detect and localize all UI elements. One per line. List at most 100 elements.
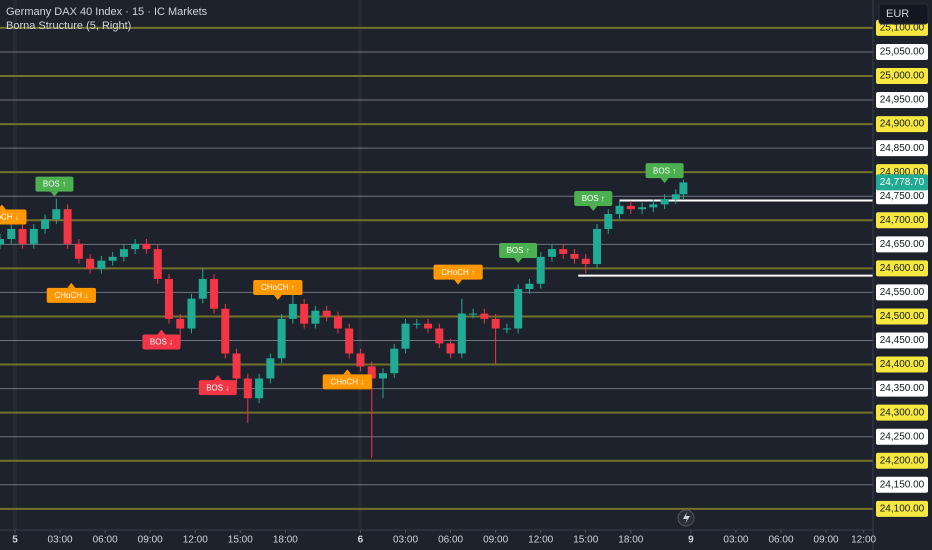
y-tick-label: 24,550.00 <box>880 287 925 298</box>
structure-label-pointer <box>343 369 352 375</box>
candle-body <box>86 258 95 269</box>
structure-label-pointer <box>514 258 523 263</box>
candle-body <box>502 328 511 330</box>
candle-body <box>131 243 140 250</box>
y-tick-box <box>876 332 928 349</box>
x-tick-label: 15:00 <box>228 535 253 546</box>
candle-body <box>660 199 669 205</box>
structure-label-box <box>142 334 181 350</box>
replay-icon-glyph <box>683 512 690 524</box>
candle-body <box>97 260 106 269</box>
structure-label-box <box>433 264 483 280</box>
candle-body <box>514 289 523 329</box>
candle-body <box>356 353 365 367</box>
candle-body <box>547 249 556 257</box>
candle-body <box>345 328 354 354</box>
structure-label: CHoCH ↑ <box>261 283 295 292</box>
structure-label: CHoCH ↑ <box>441 268 475 277</box>
plot: CHoCH ↓ BOS ↑ CHoCH ↓ BOS ↓ BOS ↓ CHoCH ↑ CHoC… <box>0 163 873 458</box>
structure-label-pointer <box>0 204 6 210</box>
y-tick-label: 24,950.00 <box>880 95 925 106</box>
candle-body <box>525 283 534 290</box>
candle-body <box>221 308 230 354</box>
y-tick-box <box>876 67 928 84</box>
structure-label: BOS ↑ <box>507 246 530 255</box>
structure-label-box <box>253 280 303 296</box>
last-price-box <box>876 174 928 191</box>
candle-body <box>41 219 50 229</box>
candle-body <box>187 298 196 329</box>
candle-body <box>7 228 16 240</box>
candle-body <box>469 313 478 315</box>
y-tick-box <box>876 356 928 373</box>
y-tick-label: 24,850.00 <box>880 143 925 154</box>
y-tick-label: 24,450.00 <box>880 335 925 346</box>
candle-body <box>333 316 342 329</box>
y-tick-box <box>876 476 928 493</box>
structure-label: BOS ↑ <box>43 180 66 189</box>
candle-body <box>255 378 264 399</box>
y-tick-label: 24,800.00 <box>880 167 925 178</box>
y-tick-box <box>876 452 928 469</box>
y-tick-box <box>876 212 928 229</box>
candle-body <box>412 323 421 325</box>
structure-label-box <box>645 163 684 179</box>
structure-label: BOS ↑ <box>582 194 605 203</box>
candle-body <box>615 205 624 215</box>
x-tick-label: 12:00 <box>851 535 876 546</box>
y-tick-label: 24,350.00 <box>880 383 925 394</box>
x-tick-label: 03:00 <box>48 535 73 546</box>
y-tick-box <box>876 284 928 301</box>
structure-label-box <box>46 287 96 303</box>
price-axis: 24,100.00 24,150.00 24,200.00 24,250.00 24,3… <box>12 19 928 546</box>
y-tick-label: 24,500.00 <box>880 311 925 322</box>
candle-body <box>119 249 128 257</box>
structure-label: CHoCH ↓ <box>0 213 19 222</box>
candle-body <box>367 366 376 379</box>
y-tick-label: 24,200.00 <box>880 455 925 466</box>
y-tick-label: 24,150.00 <box>880 479 925 490</box>
structure-label: CHoCH ↓ <box>54 291 88 300</box>
y-tick-label: 24,250.00 <box>880 431 925 442</box>
structure-label-box <box>0 209 27 225</box>
structure-label-pointer <box>589 206 598 212</box>
x-tick-label: 03:00 <box>393 535 418 546</box>
structure-label-box <box>499 243 538 258</box>
y-tick-box <box>876 428 928 445</box>
structure-label-box <box>198 380 237 396</box>
candle-body <box>29 228 38 244</box>
candle-body <box>243 378 252 399</box>
structure-label-box <box>574 191 613 207</box>
x-tick-label: 12:00 <box>183 535 208 546</box>
candle-body <box>626 205 635 210</box>
candle-body <box>593 228 602 265</box>
candle-body <box>266 358 275 379</box>
y-tick-box <box>876 308 928 325</box>
y-tick-label: 24,600.00 <box>880 263 925 274</box>
structure-label-pointer <box>67 282 76 288</box>
x-tick-label: 09:00 <box>814 535 839 546</box>
y-tick-label: 24,300.00 <box>880 407 925 418</box>
currency-box[interactable] <box>878 3 929 25</box>
y-tick-box <box>876 140 928 157</box>
structure-label-pointer <box>213 375 222 381</box>
x-tick-label: 09:00 <box>138 535 163 546</box>
structure-label-box <box>322 374 372 390</box>
chart-title: Germany DAX 40 Index · 15 · IC Markets <box>6 6 208 18</box>
candle-body <box>435 328 444 344</box>
currency[interactable]: EUR <box>886 8 909 20</box>
candle-body <box>311 310 320 324</box>
structure-label-pointer <box>273 295 282 301</box>
y-tick-label: 25,050.00 <box>880 47 925 58</box>
candle-body <box>480 313 489 319</box>
candle-body <box>300 303 309 324</box>
candle-body <box>581 258 590 265</box>
session-separator <box>358 0 362 530</box>
structure-label-box <box>35 176 74 192</box>
y-tick-label: 24,100.00 <box>880 503 925 514</box>
candle-body <box>198 278 207 299</box>
indicator-name: Borna Structure (5, Right) <box>6 20 131 32</box>
candle-body <box>446 343 455 354</box>
candle-body <box>390 348 399 374</box>
